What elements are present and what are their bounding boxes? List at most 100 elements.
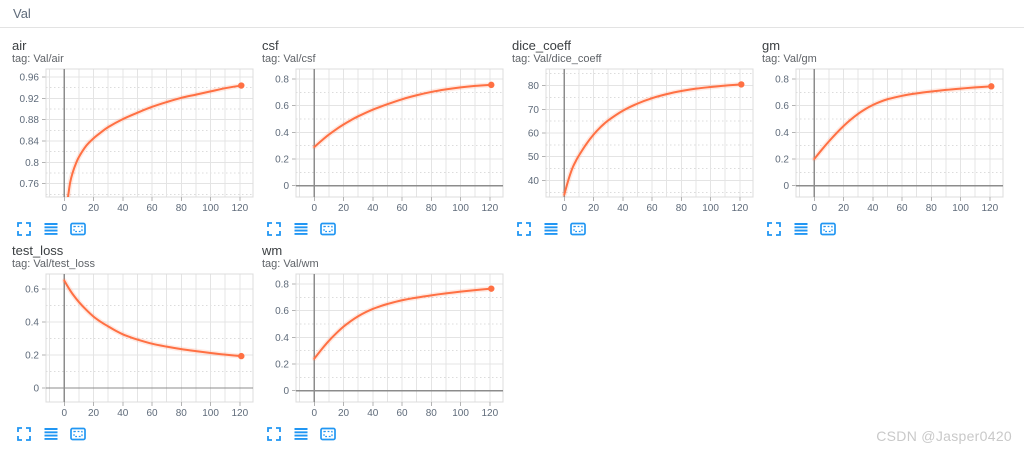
y-tick-label: 0.2 xyxy=(275,360,289,371)
y-tick-label: 0.76 xyxy=(20,179,40,190)
y-tick-label: 0.6 xyxy=(25,284,39,295)
y-tick-label: 0.6 xyxy=(775,101,789,112)
y-tick-label: 0.6 xyxy=(275,306,289,317)
chart-title: csf xyxy=(262,38,279,53)
fit-domain-icon[interactable] xyxy=(70,426,86,442)
chart-tag: tag: Val/wm xyxy=(262,258,319,270)
chart-tag: tag: Val/test_loss xyxy=(12,258,95,270)
chart-tag: tag: Val/csf xyxy=(262,53,316,65)
y-tick-label: 0.88 xyxy=(20,115,40,126)
fit-domain-icon[interactable] xyxy=(820,221,836,237)
fit-domain-icon[interactable] xyxy=(320,426,336,442)
end-point-marker xyxy=(488,81,495,89)
chart-tag: tag: Val/gm xyxy=(762,53,817,65)
data-table-icon[interactable] xyxy=(43,426,59,442)
watermark: CSDN @Jasper0420 xyxy=(876,428,1012,444)
x-tick-label: 0 xyxy=(312,408,318,419)
chart-controls xyxy=(516,221,758,237)
x-tick-label: 80 xyxy=(176,408,188,419)
y-tick-label: 0.4 xyxy=(275,333,289,344)
y-tick-label: 40 xyxy=(528,176,540,187)
x-tick-label: 0 xyxy=(812,203,818,214)
y-tick-label: 0.92 xyxy=(20,94,40,105)
y-tick-label: 0.2 xyxy=(775,155,789,166)
data-table-icon[interactable] xyxy=(43,221,59,237)
data-table-icon[interactable] xyxy=(543,221,559,237)
x-tick-label: 40 xyxy=(367,408,379,419)
chart-card: dice_coeff tag: Val/dice_coeff 40 50 60 70 80 0… xyxy=(508,34,758,239)
charts-grid: air tag: Val/air 0.76 0.8 0.84 0.88 0.92 0.96 0 2… xyxy=(0,28,1024,444)
line-chart[interactable]: 0 0.2 0.4 0.6 0.8 0 20 40 60 80 100 120 xyxy=(258,273,508,423)
data-table-icon[interactable] xyxy=(293,221,309,237)
x-tick-label: 120 xyxy=(481,203,498,214)
fit-domain-icon[interactable] xyxy=(320,221,336,237)
y-tick-label: 0.6 xyxy=(275,101,289,112)
y-tick-label: 70 xyxy=(528,105,540,116)
end-point-marker xyxy=(238,82,245,89)
x-tick-label: 60 xyxy=(646,203,658,214)
x-tick-label: 80 xyxy=(426,203,438,214)
x-tick-label: 80 xyxy=(176,203,188,214)
line-chart[interactable]: 40 50 60 70 80 0 20 40 60 80 100 120 xyxy=(508,68,758,218)
x-tick-label: 40 xyxy=(617,203,629,214)
x-tick-label: 40 xyxy=(117,203,129,214)
x-tick-label: 60 xyxy=(396,203,408,214)
y-tick-label: 0.8 xyxy=(275,75,289,86)
x-tick-label: 40 xyxy=(117,408,129,419)
x-tick-label: 0 xyxy=(562,203,568,214)
expand-icon[interactable] xyxy=(266,426,282,442)
y-tick-label: 0.8 xyxy=(275,280,289,291)
chart-title: wm xyxy=(262,243,283,258)
chart-card: wm tag: Val/wm 0 0.2 0.4 0.6 0.8 0 20 40 60 80 100 12… xyxy=(258,239,508,444)
x-tick-label: 120 xyxy=(731,203,748,214)
series-line xyxy=(563,83,743,196)
y-tick-label: 0.4 xyxy=(275,128,289,139)
y-tick-label: 0.2 xyxy=(275,155,289,166)
line-chart[interactable]: 0 0.2 0.4 0.6 0 20 40 60 80 100 120 xyxy=(8,273,258,423)
expand-icon[interactable] xyxy=(16,221,32,237)
y-tick-label: 0 xyxy=(283,386,289,397)
x-tick-label: 80 xyxy=(676,203,688,214)
x-tick-label: 20 xyxy=(588,203,600,214)
x-tick-label: 60 xyxy=(146,408,158,419)
line-chart[interactable]: 0 0.2 0.4 0.6 0.8 0 20 40 60 80 100 120 xyxy=(258,68,508,218)
fit-domain-icon[interactable] xyxy=(570,221,586,237)
x-tick-label: 80 xyxy=(926,203,938,214)
data-table-icon[interactable] xyxy=(293,426,309,442)
y-tick-label: 0.4 xyxy=(25,317,39,328)
end-point-marker xyxy=(738,81,745,88)
x-tick-label: 60 xyxy=(146,203,158,214)
expand-icon[interactable] xyxy=(516,221,532,237)
chart-title: air xyxy=(12,38,27,53)
x-tick-label: 0 xyxy=(62,408,68,419)
chart-card: gm tag: Val/gm 0 0.2 0.4 0.6 0.8 0 20 40 60 80 100 12… xyxy=(758,34,1008,239)
chart-controls xyxy=(766,221,1008,237)
line-chart[interactable]: 0.76 0.8 0.84 0.88 0.92 0.96 0 20 40 60 80 100 120 xyxy=(8,68,258,218)
expand-icon[interactable] xyxy=(16,426,32,442)
x-tick-label: 20 xyxy=(338,408,350,419)
y-tick-label: 0 xyxy=(33,383,39,394)
y-tick-label: 80 xyxy=(528,81,540,92)
chart-controls xyxy=(266,221,508,237)
x-tick-label: 120 xyxy=(481,408,498,419)
x-tick-label: 40 xyxy=(367,203,379,214)
category-title: Val xyxy=(13,6,31,21)
category-header[interactable]: Val xyxy=(0,0,1024,28)
series-line xyxy=(313,83,493,148)
data-table-icon[interactable] xyxy=(793,221,809,237)
y-tick-label: 50 xyxy=(528,152,540,163)
x-tick-label: 120 xyxy=(231,203,248,214)
line-chart[interactable]: 0 0.2 0.4 0.6 0.8 0 20 40 60 80 100 120 xyxy=(758,68,1008,218)
y-tick-label: 0.84 xyxy=(20,137,40,148)
x-tick-label: 0 xyxy=(312,203,318,214)
x-tick-label: 80 xyxy=(426,408,438,419)
x-tick-label: 60 xyxy=(896,203,908,214)
expand-icon[interactable] xyxy=(766,221,782,237)
series-line xyxy=(813,85,993,160)
fit-domain-icon[interactable] xyxy=(70,221,86,237)
chart-card: csf tag: Val/csf 0 0.2 0.4 0.6 0.8 0 20 40 60 80 100… xyxy=(258,34,508,239)
chart-controls xyxy=(266,426,508,442)
chart-card: test_loss tag: Val/test_loss 0 0.2 0.4 0.6 0 20… xyxy=(8,239,258,444)
x-tick-label: 100 xyxy=(452,408,469,419)
expand-icon[interactable] xyxy=(266,221,282,237)
